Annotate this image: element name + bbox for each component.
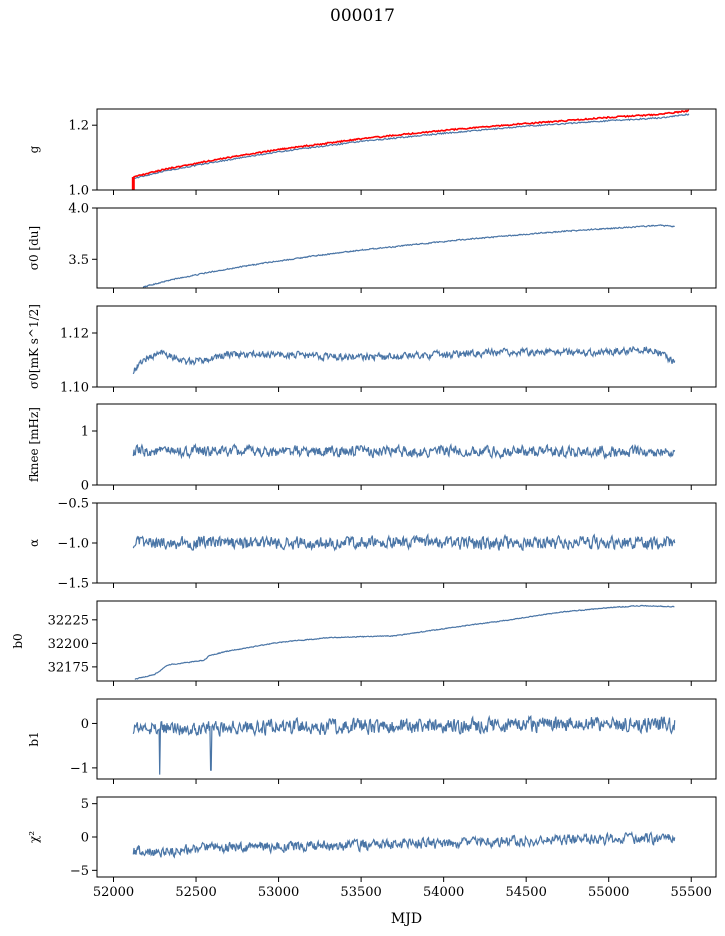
y-axis-label: σ0[mK s^1/2] <box>27 304 41 389</box>
series-line-2 <box>132 109 690 179</box>
x-tick-label: 53500 <box>340 885 381 900</box>
panel-4: 0 1 fknee [mHz] <box>27 403 717 494</box>
panel-7: −1 0 b1 <box>27 698 717 784</box>
y-tick-label: 1.2 <box>68 119 89 134</box>
series-line <box>132 533 676 552</box>
y-tick-label: 32175 <box>48 660 89 675</box>
series-line <box>132 830 676 859</box>
panel-plot-area <box>131 109 690 190</box>
y-tick-label: 3.5 <box>68 253 89 268</box>
y-tick-label: 1.12 <box>60 327 89 342</box>
y-tick-label: 5 <box>81 797 89 812</box>
y-tick-label: 0 <box>81 717 89 732</box>
y-tick-label: −0.5 <box>57 497 89 512</box>
panel-frame <box>96 403 717 486</box>
panel-plot-area <box>132 830 676 859</box>
panel-5: −1.5 −1.0 −0.5 α <box>27 497 717 592</box>
panel-frame <box>96 698 717 780</box>
series-line-1 <box>132 113 690 180</box>
panel-plot-area <box>132 714 676 775</box>
panel-frame <box>96 305 717 388</box>
x-tick-label: 53000 <box>258 885 299 900</box>
y-tick-label: 4.0 <box>68 202 89 217</box>
y-tick-label: 0 <box>81 479 89 494</box>
x-tick-label: 55000 <box>588 885 629 900</box>
x-axis-label: MJD <box>391 911 422 927</box>
y-tick-label: 1.10 <box>60 381 89 396</box>
panel-3: 1.10 1.12 σ0[mK s^1/2] <box>27 304 717 396</box>
y-axis-label: b0 <box>11 633 25 648</box>
y-tick-label: 0 <box>81 831 89 846</box>
panel-1: 1.0 1.2 g <box>27 108 717 199</box>
series-line <box>132 345 676 375</box>
y-axis-label: χ² <box>27 831 41 843</box>
panel-frame <box>96 108 717 191</box>
panel-frame <box>96 600 717 682</box>
x-tick-label: 55500 <box>671 885 712 900</box>
x-tick-label: 52500 <box>175 885 216 900</box>
series-line <box>142 224 675 288</box>
panel-6: 32175 32200 32225 b0 <box>11 600 717 686</box>
y-tick-label: 1 <box>81 425 89 440</box>
panel-plot-area <box>142 224 675 288</box>
x-tick-label: 52000 <box>93 885 134 900</box>
y-axis-label: σ0 [du] <box>27 226 41 270</box>
series-line <box>132 442 676 460</box>
y-axis-label: b1 <box>27 731 41 746</box>
y-axis-label: fknee [mHz] <box>27 407 41 482</box>
y-tick-label: 32200 <box>48 637 89 652</box>
panel-plot-area <box>134 604 675 680</box>
y-tick-label: −1.0 <box>57 537 89 552</box>
panel-2: 3.5 4.0 σ0 [du] <box>27 202 717 293</box>
panel-plot-area <box>132 533 676 552</box>
x-tick-label: 54500 <box>505 885 546 900</box>
y-axis-label: α <box>27 539 41 547</box>
figure-title: 000017 <box>330 6 395 26</box>
panel-8: −5 0 5 χ² 52000 52500 53000 53500 54000 54500 5500… <box>27 796 717 900</box>
y-axis-label: g <box>27 145 41 153</box>
series-line <box>132 714 676 775</box>
panel-plot-area <box>132 345 676 375</box>
y-tick-label: 32225 <box>48 613 89 628</box>
x-tick-label: 54000 <box>423 885 464 900</box>
y-tick-label: −1.5 <box>57 577 89 592</box>
panel-frame <box>96 796 717 878</box>
panel-frame <box>96 207 717 289</box>
panel-plot-area <box>132 442 676 460</box>
series-line <box>134 604 675 680</box>
y-tick-label: 1.0 <box>68 184 89 199</box>
y-tick-label: −5 <box>70 864 89 879</box>
y-tick-label: −1 <box>70 761 89 776</box>
